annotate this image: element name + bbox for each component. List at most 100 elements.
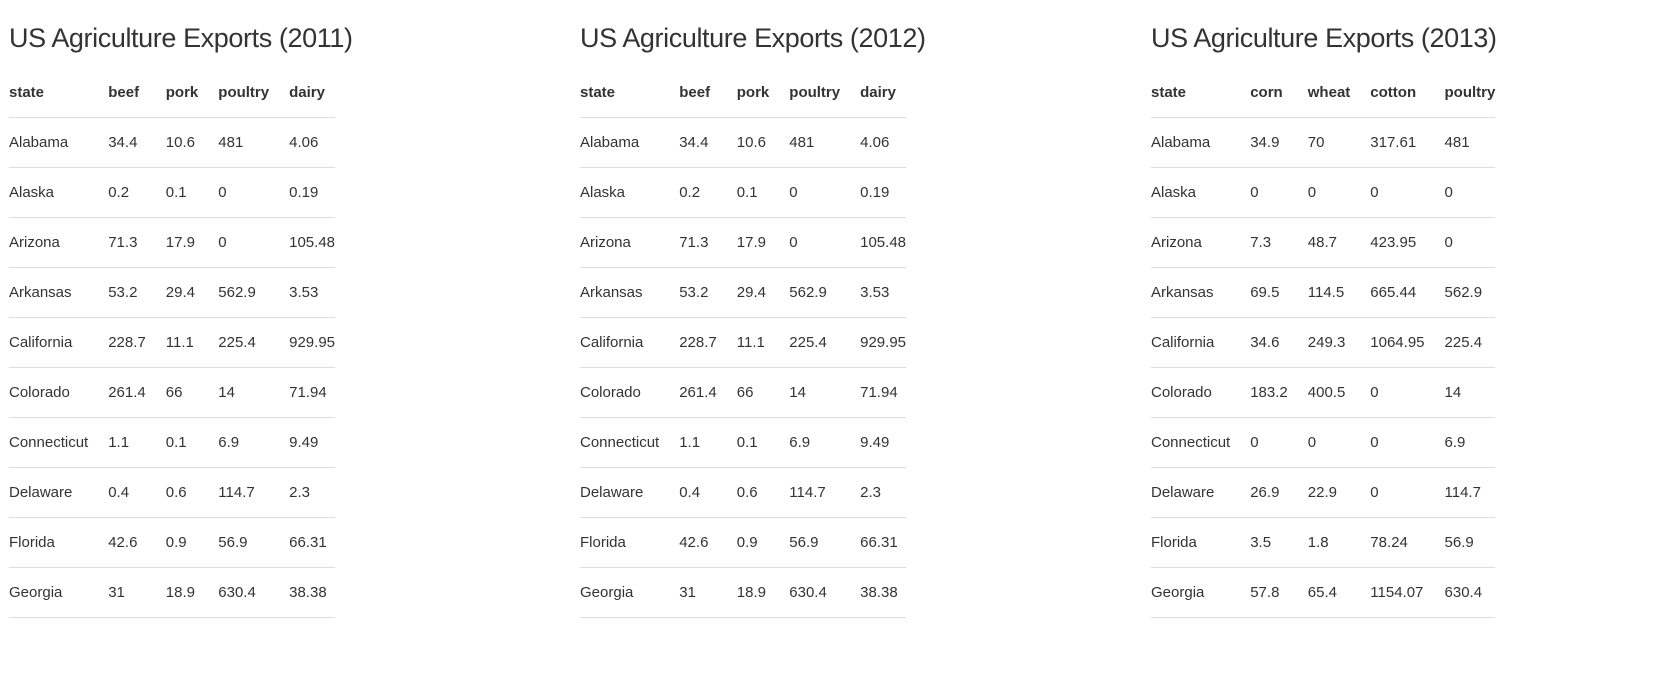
column-header-cotton: cotton — [1370, 68, 1445, 118]
value-cell-dairy: 105.48 — [289, 217, 336, 268]
state-cell: California — [1151, 317, 1251, 368]
value-cell-dairy: 71.94 — [289, 367, 336, 418]
state-cell: Alaska — [9, 167, 109, 218]
value-cell-poultry: 562.9 — [1444, 267, 1496, 318]
value-cell-beef: 228.7 — [679, 317, 737, 368]
value-cell-wheat: 48.7 — [1307, 217, 1371, 268]
table-row: Alabama 34.4 10.6 481 4.06 — [580, 117, 907, 168]
table-row: Georgia 31 18.9 630.4 38.38 — [580, 567, 907, 618]
value-cell-beef: 0.4 — [679, 467, 737, 518]
value-cell-pork: 0.9 — [736, 517, 790, 568]
value-cell-beef: 0.2 — [679, 167, 737, 218]
value-cell-wheat: 70 — [1307, 117, 1371, 168]
value-cell-poultry: 630.4 — [218, 567, 290, 618]
value-cell-poultry: 225.4 — [1444, 317, 1496, 368]
state-cell: Alaska — [580, 167, 680, 218]
value-cell-dairy: 9.49 — [289, 417, 336, 468]
value-cell-dairy: 2.3 — [289, 467, 336, 518]
value-cell-pork: 18.9 — [165, 567, 219, 618]
column-header-wheat: wheat — [1307, 68, 1371, 118]
header-row: state beef pork poultry dairy — [9, 68, 336, 118]
value-cell-poultry: 630.4 — [1444, 567, 1496, 618]
value-cell-poultry: 0 — [218, 217, 290, 268]
table-row: Alaska 0 0 0 0 — [1151, 167, 1496, 218]
value-cell-beef: 34.4 — [679, 117, 737, 168]
column-header-pork: pork — [736, 68, 790, 118]
value-cell-poultry: 14 — [218, 367, 290, 418]
value-cell-corn: 26.9 — [1250, 467, 1308, 518]
value-cell-pork: 11.1 — [736, 317, 790, 368]
table-row: Arkansas 53.2 29.4 562.9 3.53 — [9, 267, 336, 318]
value-cell-beef: 261.4 — [108, 367, 166, 418]
value-cell-poultry: 562.9 — [218, 267, 290, 318]
value-cell-poultry: 481 — [1444, 117, 1496, 168]
column-header-state: state — [580, 68, 680, 118]
value-cell-poultry: 56.9 — [789, 517, 861, 568]
column-header-poultry: poultry — [789, 68, 861, 118]
header-row: state beef pork poultry dairy — [580, 68, 907, 118]
value-cell-wheat: 400.5 — [1307, 367, 1371, 418]
column-header-dairy: dairy — [860, 68, 907, 118]
table-row: Alabama 34.4 10.6 481 4.06 — [9, 117, 336, 168]
value-cell-beef: 71.3 — [679, 217, 737, 268]
value-cell-dairy: 38.38 — [860, 567, 907, 618]
state-cell: Delaware — [9, 467, 109, 518]
state-cell: Arizona — [9, 217, 109, 268]
column-header-state: state — [9, 68, 109, 118]
value-cell-beef: 228.7 — [108, 317, 166, 368]
value-cell-corn: 0 — [1250, 417, 1308, 468]
value-cell-poultry: 0 — [789, 167, 861, 218]
state-cell: California — [580, 317, 680, 368]
column-header-poultry: poultry — [218, 68, 290, 118]
state-cell: Georgia — [580, 567, 680, 618]
header-row: state corn wheat cotton poultry — [1151, 68, 1496, 118]
value-cell-cotton: 317.61 — [1370, 117, 1445, 168]
value-cell-dairy: 929.95 — [860, 317, 907, 368]
value-cell-beef: 34.4 — [108, 117, 166, 168]
value-cell-poultry: 481 — [789, 117, 861, 168]
value-cell-poultry: 630.4 — [789, 567, 861, 618]
value-cell-poultry: 6.9 — [218, 417, 290, 468]
table-row: Connecticut 1.1 0.1 6.9 9.49 — [9, 417, 336, 468]
value-cell-beef: 0.4 — [108, 467, 166, 518]
value-cell-beef: 1.1 — [679, 417, 737, 468]
state-cell: Arizona — [580, 217, 680, 268]
state-cell: Connecticut — [9, 417, 109, 468]
table-row: Colorado 261.4 66 14 71.94 — [580, 367, 907, 418]
table-row: Arizona 71.3 17.9 0 105.48 — [9, 217, 336, 268]
value-cell-corn: 69.5 — [1250, 267, 1308, 318]
value-cell-cotton: 665.44 — [1370, 267, 1445, 318]
state-cell: Alabama — [9, 117, 109, 168]
value-cell-dairy: 2.3 — [860, 467, 907, 518]
value-cell-cotton: 1064.95 — [1370, 317, 1445, 368]
value-cell-cotton: 0 — [1370, 467, 1445, 518]
table-row: Delaware 0.4 0.6 114.7 2.3 — [580, 467, 907, 518]
value-cell-pork: 17.9 — [165, 217, 219, 268]
state-cell: Colorado — [9, 367, 109, 418]
column-header-dairy: dairy — [289, 68, 336, 118]
column-header-state: state — [1151, 68, 1251, 118]
state-cell: Alaska — [1151, 167, 1251, 218]
value-cell-pork: 0.9 — [165, 517, 219, 568]
table-row: California 228.7 11.1 225.4 929.95 — [9, 317, 336, 368]
value-cell-poultry: 114.7 — [789, 467, 861, 518]
value-cell-beef: 0.2 — [108, 167, 166, 218]
value-cell-beef: 1.1 — [108, 417, 166, 468]
value-cell-corn: 0 — [1250, 167, 1308, 218]
value-cell-wheat: 249.3 — [1307, 317, 1371, 368]
value-cell-cotton: 0 — [1370, 367, 1445, 418]
table-row: Florida 3.5 1.8 78.24 56.9 — [1151, 517, 1496, 568]
table-row: Florida 42.6 0.9 56.9 66.31 — [580, 517, 907, 568]
state-cell: Delaware — [1151, 467, 1251, 518]
table-row: California 228.7 11.1 225.4 929.95 — [580, 317, 907, 368]
value-cell-pork: 17.9 — [736, 217, 790, 268]
value-cell-poultry: 6.9 — [1444, 417, 1496, 468]
value-cell-wheat: 1.8 — [1307, 517, 1371, 568]
exports-table: state beef pork poultry dairy Alabama 34.4 10.… — [580, 68, 907, 618]
state-cell: California — [9, 317, 109, 368]
value-cell-pork: 10.6 — [165, 117, 219, 168]
value-cell-pork: 0.1 — [165, 167, 219, 218]
state-cell: Colorado — [1151, 367, 1251, 418]
value-cell-dairy: 38.38 — [289, 567, 336, 618]
value-cell-poultry: 114.7 — [218, 467, 290, 518]
